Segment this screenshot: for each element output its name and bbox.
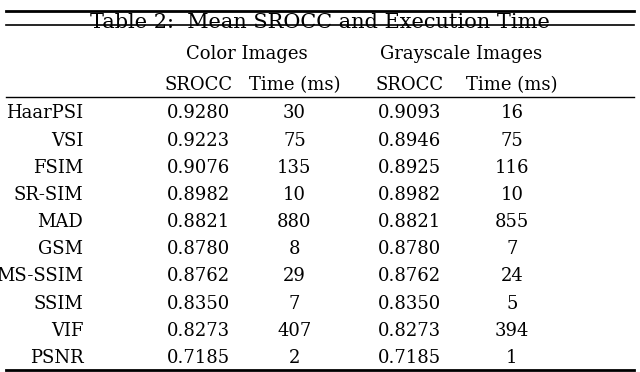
Text: 0.8762: 0.8762	[378, 267, 441, 285]
Text: 135: 135	[277, 159, 312, 177]
Text: PSNR: PSNR	[29, 349, 83, 367]
Text: HaarPSI: HaarPSI	[6, 105, 83, 122]
Text: 0.8925: 0.8925	[378, 159, 441, 177]
Text: 0.9223: 0.9223	[167, 132, 230, 150]
Text: Table 2:  Mean SROCC and Execution Time: Table 2: Mean SROCC and Execution Time	[90, 13, 550, 32]
Text: Color Images: Color Images	[186, 45, 307, 63]
Text: 0.8780: 0.8780	[378, 240, 441, 258]
Text: 855: 855	[495, 213, 529, 231]
Text: Grayscale Images: Grayscale Images	[380, 45, 542, 63]
Text: 7: 7	[506, 240, 518, 258]
Text: FSIM: FSIM	[33, 159, 83, 177]
Text: 0.8982: 0.8982	[167, 186, 230, 204]
Text: 0.7185: 0.7185	[167, 349, 230, 367]
Text: 0.8350: 0.8350	[378, 295, 441, 312]
Text: 0.8821: 0.8821	[378, 213, 441, 231]
Text: 0.9280: 0.9280	[167, 105, 230, 122]
Text: 0.8350: 0.8350	[167, 295, 230, 312]
Text: 8: 8	[289, 240, 300, 258]
Text: 1: 1	[506, 349, 518, 367]
Text: 0.9076: 0.9076	[167, 159, 230, 177]
Text: 0.9093: 0.9093	[378, 105, 442, 122]
Text: 16: 16	[500, 105, 524, 122]
Text: 0.7185: 0.7185	[378, 349, 441, 367]
Text: SROCC: SROCC	[164, 76, 232, 94]
Text: 29: 29	[283, 267, 306, 285]
Text: 0.8273: 0.8273	[378, 322, 441, 340]
Text: 0.8982: 0.8982	[378, 186, 441, 204]
Text: VSI: VSI	[51, 132, 83, 150]
Text: 0.8762: 0.8762	[167, 267, 230, 285]
Text: 30: 30	[283, 105, 306, 122]
Text: SROCC: SROCC	[376, 76, 444, 94]
Text: 116: 116	[495, 159, 529, 177]
Text: 75: 75	[500, 132, 524, 150]
Text: SSIM: SSIM	[33, 295, 83, 312]
Text: 880: 880	[277, 213, 312, 231]
Text: SR-SIM: SR-SIM	[13, 186, 83, 204]
Text: 7: 7	[289, 295, 300, 312]
Text: 394: 394	[495, 322, 529, 340]
Text: 5: 5	[506, 295, 518, 312]
Text: GSM: GSM	[38, 240, 83, 258]
Text: 2: 2	[289, 349, 300, 367]
Text: 0.8780: 0.8780	[167, 240, 230, 258]
Text: 0.8821: 0.8821	[167, 213, 230, 231]
Text: MAD: MAD	[38, 213, 83, 231]
Text: 0.8946: 0.8946	[378, 132, 441, 150]
Text: 407: 407	[277, 322, 312, 340]
Text: Time (ms): Time (ms)	[249, 76, 340, 94]
Text: VIF: VIF	[51, 322, 83, 340]
Text: Time (ms): Time (ms)	[467, 76, 557, 94]
Text: MS-SSIM: MS-SSIM	[0, 267, 83, 285]
Text: 75: 75	[283, 132, 306, 150]
Text: 10: 10	[500, 186, 524, 204]
Text: 10: 10	[283, 186, 306, 204]
Text: 0.8273: 0.8273	[167, 322, 230, 340]
Text: 24: 24	[500, 267, 524, 285]
